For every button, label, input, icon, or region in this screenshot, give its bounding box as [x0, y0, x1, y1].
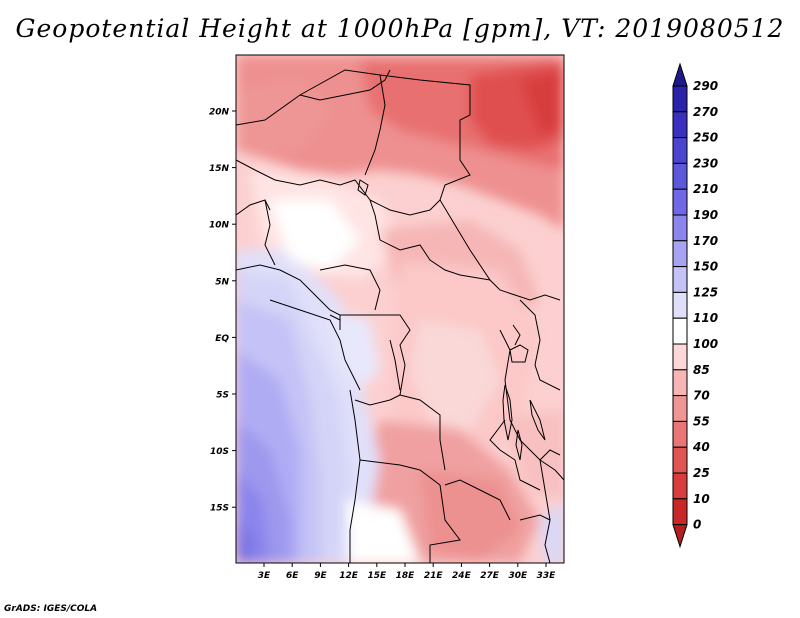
lat-label: 15S [210, 504, 229, 514]
lon-label: 27E [480, 571, 500, 581]
colorbar-label: 10 [693, 492, 710, 506]
colorbar-bottom-arrow [672, 524, 688, 549]
colorbar-label: 270 [693, 105, 718, 119]
colorbar-label: 170 [693, 234, 718, 248]
map-frame [235, 54, 565, 564]
colorbar-bin [672, 317, 688, 345]
colorbar-bin [672, 472, 688, 500]
colorbar-label: 40 [692, 440, 710, 454]
colorbar-label: 85 [693, 363, 710, 377]
colorbar-label: 110 [693, 311, 718, 325]
lon-label: 12E [339, 571, 359, 581]
country-borders [236, 69, 564, 563]
grads-credit: GrADS: IGES/COLA [4, 604, 98, 614]
colorbar-bin [672, 343, 688, 371]
lon-label: 18E [396, 571, 416, 581]
colorbar-bin [672, 188, 688, 216]
colorbar-bin [672, 420, 688, 448]
colorbar-bin [672, 240, 688, 268]
lon-label: 6E [286, 571, 299, 581]
lat-label: 15N [209, 164, 230, 174]
colorbar-bin [672, 266, 688, 293]
colorbar-label: 0 [693, 518, 701, 532]
lon-label: 15E [367, 571, 387, 581]
lat-label: 20N [209, 108, 230, 118]
colorbar-label: 70 [693, 389, 710, 403]
lon-label: 33E [537, 571, 557, 581]
colorbar-bin [672, 446, 688, 474]
colorbar-bin [672, 395, 688, 422]
colorbar-label: 250 [693, 131, 718, 145]
colorbar-label: 125 [693, 285, 718, 299]
colorbar-bin [672, 291, 688, 319]
colorbar-label: 290 [693, 79, 718, 93]
lat-label: 5S [216, 391, 229, 401]
colorbar-label: 150 [693, 260, 718, 274]
colorbar: 2902702502302101901701501251101008570554… [672, 62, 718, 549]
lon-label: 21E [424, 571, 444, 581]
lat-label: 10S [210, 447, 229, 457]
colorbar-bin [672, 214, 688, 242]
height-field [236, 55, 564, 563]
colorbar-bin [672, 111, 688, 139]
lat-label: EQ [215, 334, 229, 344]
colorbar-top-arrow [672, 62, 688, 87]
colorbar-label: 100 [693, 337, 718, 351]
colorbar-label: 25 [693, 466, 710, 480]
colorbar-bin [672, 85, 688, 113]
latitude-axis: 20N 15N 10N 5N EQ 5S 10S 15S [209, 108, 236, 514]
colorbar-label: 55 [693, 414, 710, 428]
lon-label: 3E [258, 571, 271, 581]
colorbar-label: 190 [693, 208, 718, 222]
colorbar-bin [672, 162, 688, 190]
lat-label: 10N [209, 221, 230, 231]
longitude-axis: 3E 6E 9E 12E 15E 18E 21E 24E 27E 30E 33E [258, 563, 556, 581]
lat-label: 5N [215, 277, 229, 287]
lon-label: 24E [452, 571, 472, 581]
colorbar-label: 210 [693, 182, 718, 196]
lon-label: 9E [314, 571, 327, 581]
colorbar-bin [672, 369, 688, 397]
colorbar-bin [672, 498, 688, 526]
colorbar-bin [672, 137, 688, 164]
lakes [357, 179, 546, 461]
lon-label: 30E [508, 571, 528, 581]
chart-title: Geopotential Height at 1000hPa [gpm], VT… [15, 14, 785, 43]
colorbar-label: 230 [693, 156, 718, 170]
